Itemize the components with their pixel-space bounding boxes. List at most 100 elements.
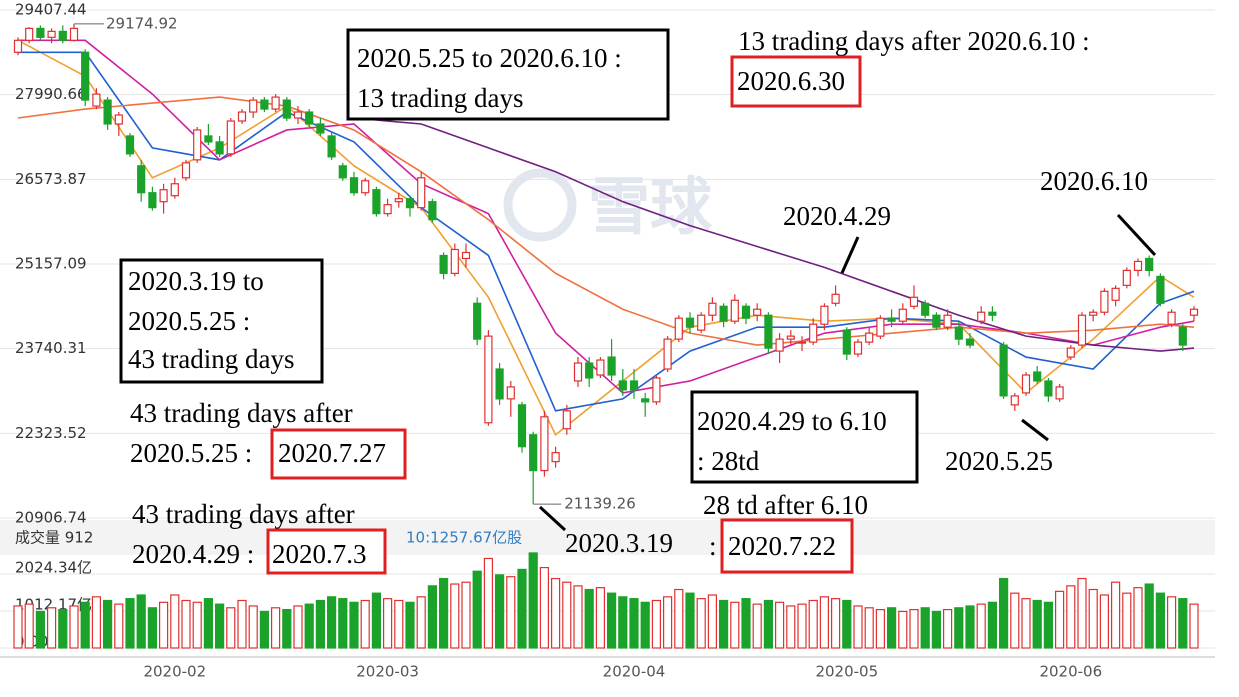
volume-bar xyxy=(69,605,79,649)
candle-body xyxy=(921,302,930,316)
candle-body xyxy=(1077,314,1087,346)
volume-bar xyxy=(1066,585,1076,649)
candle-body xyxy=(685,317,695,328)
candle-body xyxy=(719,305,728,322)
volume-bar xyxy=(763,599,774,649)
candle-body xyxy=(293,111,303,119)
candle-body xyxy=(125,135,135,155)
candle-body xyxy=(999,344,1008,397)
ma-line xyxy=(17,96,1195,346)
candle-body xyxy=(305,111,314,125)
x-tick-label: 2020-04 xyxy=(603,663,666,681)
volume-bar xyxy=(987,601,998,649)
candle-body xyxy=(92,93,101,107)
volume-bar xyxy=(58,609,68,649)
watermark-text: 雪球 xyxy=(588,170,713,243)
y-tick-label: 29407.44 xyxy=(15,1,87,19)
candle-body xyxy=(853,341,863,355)
y-tick-label: 23740.31 xyxy=(15,339,87,357)
note: 2020.5.25 to 2020.6.10 : xyxy=(357,43,622,73)
volume-bar xyxy=(909,609,919,649)
note-box xyxy=(346,28,670,121)
volume-bar xyxy=(662,596,673,649)
annotations: 2020.5.25 to 2020.6.10 : 13 trading days… xyxy=(119,26,1157,575)
y-tick-label: 22323.52 xyxy=(15,424,87,442)
volume-bar xyxy=(864,607,874,649)
volume-bar xyxy=(203,598,213,649)
volume-bar xyxy=(1077,577,1087,649)
candle-body xyxy=(327,135,336,158)
candle-body xyxy=(551,452,560,463)
candle-body xyxy=(1156,275,1165,304)
volume-bar xyxy=(159,601,169,649)
note: 43 trading days after xyxy=(132,499,355,529)
volume-bar xyxy=(1144,583,1154,649)
volume-bar xyxy=(584,588,594,649)
plot: 20906.74 22323.52 23740.31 25157.09 26573.87… xyxy=(0,1,1215,681)
volume-bar xyxy=(237,599,247,649)
candle-body xyxy=(596,359,605,376)
candle-body xyxy=(484,335,493,424)
volume-bar xyxy=(674,588,684,649)
candle-body xyxy=(562,410,571,430)
candle-body xyxy=(629,380,639,391)
note: 2020.4.29 xyxy=(783,201,891,231)
volume-bar xyxy=(282,609,292,649)
volume-bar xyxy=(35,610,46,649)
watermark: 雪球 xyxy=(503,168,713,243)
volume-bar xyxy=(886,607,897,649)
candle-body xyxy=(36,27,45,38)
candle-body xyxy=(461,251,471,260)
candle-body xyxy=(1055,386,1064,400)
volume-bar xyxy=(349,601,359,649)
candle-body xyxy=(439,254,448,274)
y-tick-label: 27990.66 xyxy=(15,85,87,103)
note: 2020.3.19 to xyxy=(128,266,264,296)
note-box xyxy=(690,390,919,484)
volume-bar xyxy=(898,610,908,649)
note: 2020.3.19 xyxy=(565,528,673,558)
note: 2020.7.22 xyxy=(728,531,836,561)
candle-body xyxy=(1100,290,1109,313)
volume-bar xyxy=(506,576,516,649)
candle-body xyxy=(81,51,90,101)
volume-bar xyxy=(371,592,381,649)
candle-body xyxy=(58,30,67,41)
volume-bar xyxy=(472,570,482,649)
candle-body xyxy=(529,434,538,472)
candle-body xyxy=(1111,287,1120,301)
volume-bar xyxy=(741,598,751,649)
volume-bar xyxy=(360,599,370,649)
x-tick-label: 2020-03 xyxy=(356,663,419,681)
candle-body xyxy=(316,123,325,134)
candle-body xyxy=(1145,257,1154,271)
volume-bar xyxy=(718,599,729,649)
volume-bar xyxy=(181,599,191,649)
high-label: 29174.92 xyxy=(106,14,178,32)
candle-body xyxy=(394,198,403,203)
note: : xyxy=(709,531,717,561)
candle-body xyxy=(69,27,79,41)
candle-body xyxy=(573,362,583,382)
candle-body xyxy=(753,308,762,316)
candle-body xyxy=(1044,380,1053,397)
note: 28 td after 6.10 xyxy=(703,490,868,520)
volume-bar xyxy=(170,594,180,649)
volume-bar xyxy=(304,603,314,649)
candle-body xyxy=(697,314,706,331)
note: 2020.6.30 xyxy=(737,66,845,96)
volume-bar xyxy=(1189,603,1199,649)
volume-bar xyxy=(271,607,281,649)
candle-body xyxy=(809,323,818,343)
candle-body xyxy=(775,338,784,352)
volume-bar xyxy=(1122,592,1132,649)
candle-body xyxy=(618,380,627,391)
volume-bar xyxy=(405,601,415,649)
candle-body xyxy=(417,177,426,209)
volume-bar xyxy=(528,552,538,649)
candle-body xyxy=(271,96,280,110)
pointer xyxy=(840,236,860,274)
candle-body xyxy=(898,308,907,322)
note: 2020.7.3 xyxy=(272,539,367,569)
